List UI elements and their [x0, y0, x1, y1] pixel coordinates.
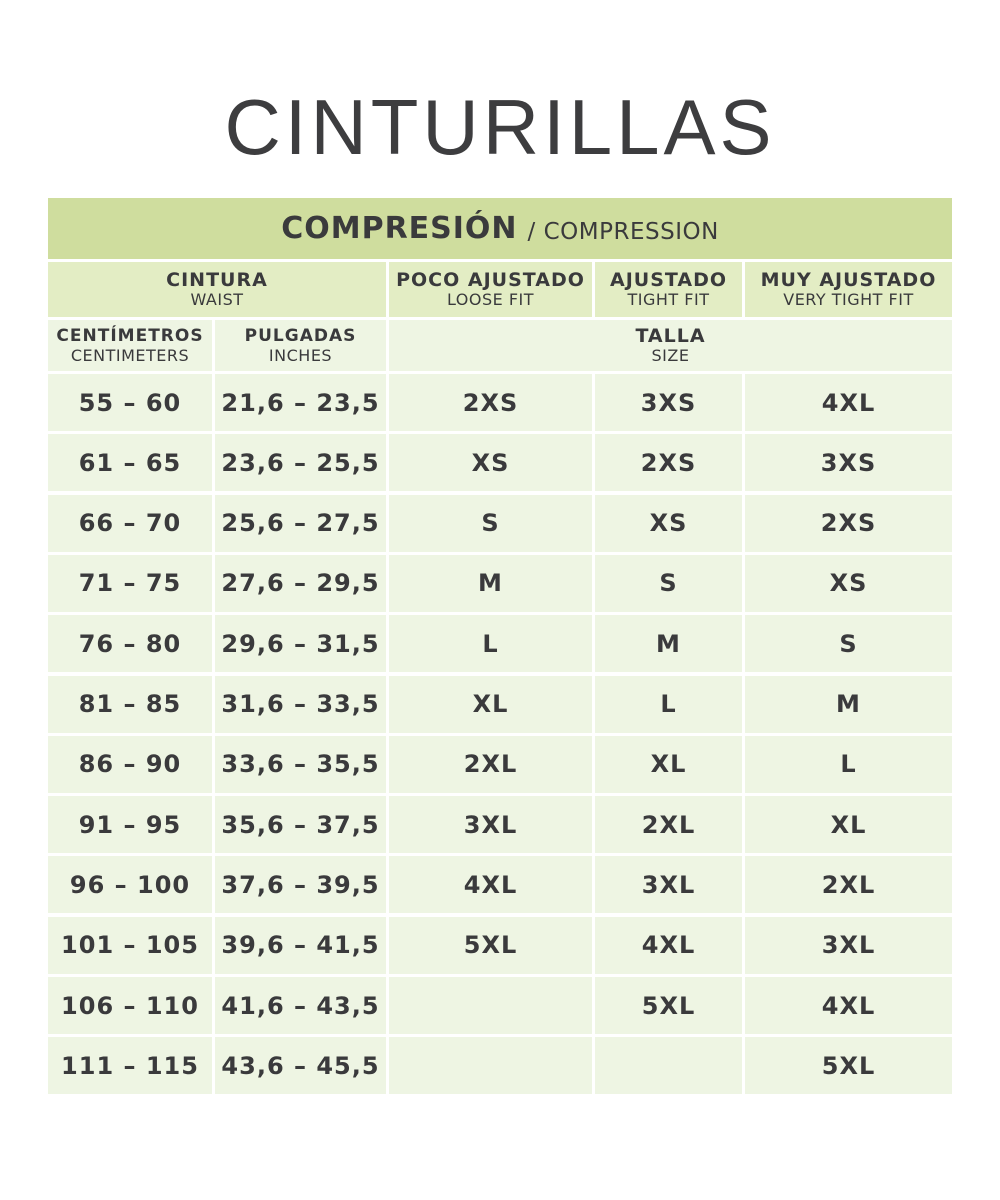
- cell-loose: XL: [389, 675, 592, 733]
- cell-loose: 2XL: [389, 735, 592, 793]
- header-loose: POCO AJUSTADO LOOSE FIT: [389, 262, 592, 317]
- cell-tight: 4XL: [595, 916, 742, 974]
- cell-inches: 29,6 – 31,5: [215, 615, 386, 673]
- cell-loose: [389, 977, 592, 1034]
- cell-cm: 96 – 100: [48, 856, 212, 914]
- header-size-es: TALLA: [635, 325, 706, 347]
- cell-tight: 2XL: [595, 796, 742, 854]
- header-very-tight-es: MUY AJUSTADO: [760, 269, 937, 291]
- cell-very-tight: 4XL: [745, 374, 952, 431]
- header-size-en: SIZE: [651, 346, 690, 365]
- header-inches-es: PULGADAS: [244, 326, 357, 346]
- cell-tight: [595, 1037, 742, 1095]
- cell-cm: 71 – 75: [48, 554, 212, 612]
- header-tight-es: AJUSTADO: [610, 269, 727, 291]
- cell-tight: 2XS: [595, 434, 742, 492]
- header-waist: CINTURA WAIST: [48, 262, 386, 317]
- cell-very-tight: 2XL: [745, 856, 952, 914]
- header-waist-en: WAIST: [190, 290, 244, 309]
- cell-cm: 76 – 80: [48, 615, 212, 673]
- cell-inches: 35,6 – 37,5: [215, 796, 386, 854]
- cell-cm: 86 – 90: [48, 735, 212, 793]
- cell-tight: XS: [595, 494, 742, 552]
- cell-inches: 39,6 – 41,5: [215, 916, 386, 974]
- cell-inches: 41,6 – 43,5: [215, 977, 386, 1034]
- cell-inches: 25,6 – 27,5: [215, 494, 386, 552]
- cell-cm: 61 – 65: [48, 434, 212, 492]
- cell-cm: 55 – 60: [48, 374, 212, 431]
- header-waist-es: CINTURA: [166, 269, 268, 291]
- cell-inches: 31,6 – 33,5: [215, 675, 386, 733]
- cell-loose: S: [389, 494, 592, 552]
- cell-tight: 3XL: [595, 856, 742, 914]
- cell-very-tight: XS: [745, 554, 952, 612]
- cell-cm: 111 – 115: [48, 1037, 212, 1095]
- cell-tight: XL: [595, 735, 742, 793]
- cell-very-tight: 2XS: [745, 494, 952, 552]
- header-cm: CENTÍMETROS CENTIMETERS: [48, 320, 212, 371]
- cell-loose: XS: [389, 434, 592, 492]
- header-tight: AJUSTADO TIGHT FIT: [595, 262, 742, 317]
- cell-very-tight: 5XL: [745, 1037, 952, 1095]
- cell-loose: 4XL: [389, 856, 592, 914]
- cell-loose: L: [389, 615, 592, 673]
- header-cm-en: CENTIMETERS: [70, 346, 190, 365]
- cell-inches: 37,6 – 39,5: [215, 856, 386, 914]
- header-size: TALLA SIZE: [389, 320, 952, 371]
- cell-loose: [389, 1037, 592, 1095]
- cell-tight: L: [595, 675, 742, 733]
- cell-tight: 3XS: [595, 374, 742, 431]
- cell-cm: 91 – 95: [48, 796, 212, 854]
- header-very-tight: MUY AJUSTADO VERY TIGHT FIT: [745, 262, 952, 317]
- cell-very-tight: XL: [745, 796, 952, 854]
- cell-tight: 5XL: [595, 977, 742, 1034]
- cell-cm: 66 – 70: [48, 494, 212, 552]
- cell-loose: M: [389, 554, 592, 612]
- cell-very-tight: M: [745, 675, 952, 733]
- compression-band: COMPRESIÓN / COMPRESSION: [48, 198, 952, 259]
- cell-loose: 5XL: [389, 916, 592, 974]
- cell-tight: S: [595, 554, 742, 612]
- cell-inches: 23,6 – 25,5: [215, 434, 386, 492]
- header-very-tight-en: VERY TIGHT FIT: [783, 290, 914, 309]
- header-cm-es: CENTÍMETROS: [56, 326, 204, 346]
- cell-very-tight: 3XL: [745, 916, 952, 974]
- cell-tight: M: [595, 615, 742, 673]
- header-inches: PULGADAS INCHES: [215, 320, 386, 371]
- cell-inches: 43,6 – 45,5: [215, 1037, 386, 1095]
- header-loose-es: POCO AJUSTADO: [396, 269, 585, 291]
- header-loose-en: LOOSE FIT: [446, 290, 535, 309]
- band-sub: / COMPRESSION: [527, 218, 719, 245]
- cell-inches: 27,6 – 29,5: [215, 554, 386, 612]
- cell-cm: 101 – 105: [48, 916, 212, 974]
- cell-inches: 21,6 – 23,5: [215, 374, 386, 431]
- header-tight-en: TIGHT FIT: [627, 290, 710, 309]
- cell-loose: 3XL: [389, 796, 592, 854]
- cell-very-tight: 4XL: [745, 977, 952, 1034]
- cell-cm: 81 – 85: [48, 675, 212, 733]
- cell-very-tight: L: [745, 735, 952, 793]
- cell-cm: 106 – 110: [48, 977, 212, 1034]
- band-main: COMPRESIÓN: [281, 211, 518, 246]
- cell-loose: 2XS: [389, 374, 592, 431]
- cell-inches: 33,6 – 35,5: [215, 735, 386, 793]
- cell-very-tight: S: [745, 615, 952, 673]
- header-inches-en: INCHES: [268, 346, 333, 365]
- cell-very-tight: 3XS: [745, 434, 952, 492]
- page-title: CINTURILLAS: [224, 83, 776, 171]
